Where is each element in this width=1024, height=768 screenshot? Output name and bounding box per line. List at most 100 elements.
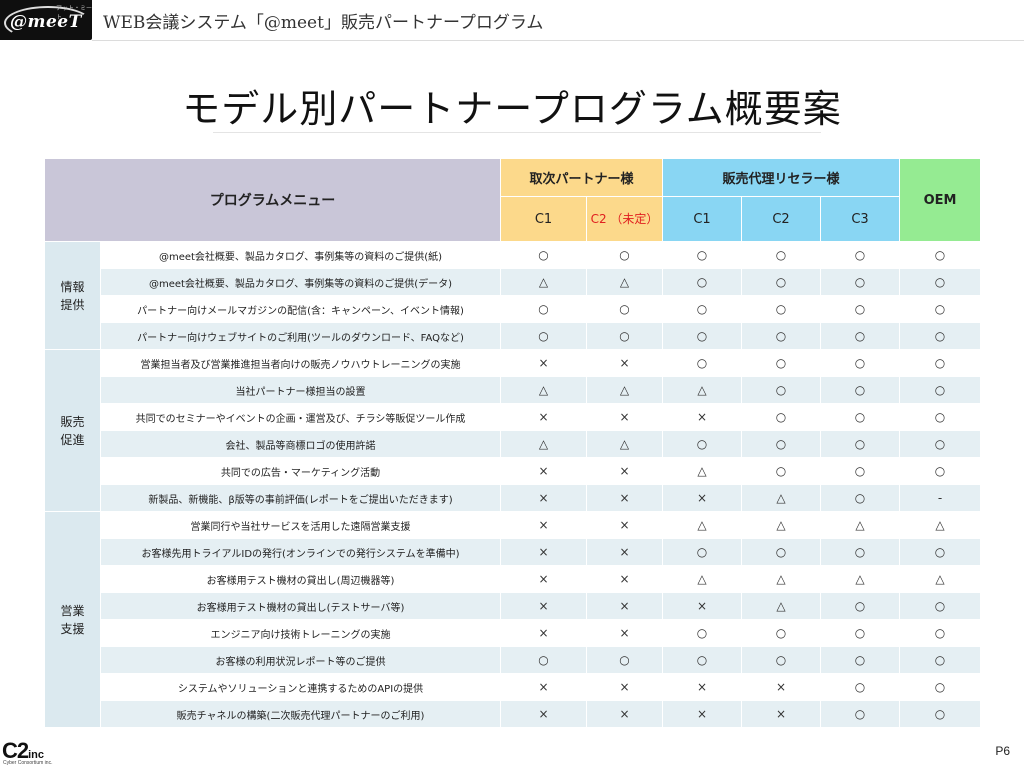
table-body: 情報 提供 @meet会社概要、製品カタログ、事例集等の資料のご提供(紙) ○ ○ ○ ○… bbox=[44, 241, 982, 728]
title-underline bbox=[213, 132, 821, 133]
table-row: 会社、製品等商標ロゴの使用許諾 △ △ ○ ○ ○ ○ bbox=[45, 430, 982, 458]
table-row: お客様用テスト機材の貸出し(周辺機器等) × × △ △ △ △ bbox=[45, 565, 982, 593]
availability-cell: × bbox=[500, 349, 587, 377]
menu-item-cell: 新製品、新機能、β版等の事前評価(レポートをご提出いただきます) bbox=[100, 484, 501, 512]
availability-cell: × bbox=[585, 484, 664, 512]
table-row: 当社パートナー様担当の設置 △ △ △ ○ ○ ○ bbox=[45, 376, 982, 404]
menu-item-cell: お客様の利用状況レポート等のご提供 bbox=[100, 646, 501, 674]
table-row: 情報 提供 @meet会社概要、製品カタログ、事例集等の資料のご提供(紙) ○ ○ ○ ○… bbox=[44, 241, 982, 350]
availability-cell: △ bbox=[662, 511, 743, 539]
availability-cell: △ bbox=[741, 484, 822, 512]
table-row: 新製品、新機能、β版等の事前評価(レポートをご提出いただきます) × × × △ ○ - bbox=[45, 484, 982, 512]
availability-cell: ○ bbox=[820, 322, 901, 350]
availability-cell: × bbox=[585, 538, 664, 566]
availability-cell: △ bbox=[662, 565, 743, 593]
availability-cell: △ bbox=[662, 376, 743, 404]
table-row: @meet会社概要、製品カタログ、事例集等の資料のご提供(データ) △ △ ○ ○ ○ ○ bbox=[45, 268, 982, 296]
availability-cell: ○ bbox=[899, 430, 982, 458]
table-row: エンジニア向け技術トレーニングの実施 × × ○ ○ ○ ○ bbox=[45, 619, 982, 647]
availability-cell: △ bbox=[662, 457, 743, 485]
page-title: モデル別パートナープログラム概要案 bbox=[182, 87, 842, 131]
sub-header-reseller-c2: C2 bbox=[741, 196, 822, 242]
availability-cell: ○ bbox=[662, 349, 743, 377]
availability-cell: ○ bbox=[820, 403, 901, 431]
availability-cell: △ bbox=[741, 511, 822, 539]
availability-cell: ○ bbox=[820, 538, 901, 566]
availability-cell: ○ bbox=[899, 700, 982, 728]
availability-cell: × bbox=[585, 565, 664, 593]
availability-cell: ○ bbox=[741, 349, 822, 377]
availability-cell: ○ bbox=[820, 457, 901, 485]
menu-item-cell: 営業担当者及び営業推進担当者向けの販売ノウハウトレーニングの実施 bbox=[100, 349, 501, 377]
page-number: P6 bbox=[995, 744, 1010, 758]
availability-cell: × bbox=[585, 592, 664, 620]
availability-cell: △ bbox=[820, 511, 901, 539]
availability-cell: × bbox=[500, 457, 587, 485]
availability-cell: ○ bbox=[741, 538, 822, 566]
company-subtitle: Cyber Consortium inc. bbox=[3, 760, 53, 766]
availability-cell: ○ bbox=[899, 349, 982, 377]
availability-cell: ○ bbox=[820, 592, 901, 620]
table-row: 販売チャネルの構築(二次販売代理パートナーのご利用) × × × × ○ ○ bbox=[45, 700, 982, 728]
company-logo-mark: C2 bbox=[2, 738, 29, 763]
availability-cell: × bbox=[500, 592, 587, 620]
sub-header-agent-c2: C2 （未定） bbox=[585, 196, 664, 242]
availability-cell: △ bbox=[820, 565, 901, 593]
availability-cell: × bbox=[585, 673, 664, 701]
availability-cell: △ bbox=[899, 511, 982, 539]
availability-cell: × bbox=[741, 673, 822, 701]
availability-cell: - bbox=[899, 484, 982, 512]
header-title: WEB会議システム「@meet」販売パートナープログラム bbox=[103, 13, 544, 33]
atmeet-logo: アット・ミート @meeT bbox=[0, 0, 92, 40]
availability-cell: △ bbox=[741, 592, 822, 620]
availability-cell: ○ bbox=[662, 538, 743, 566]
availability-cell: ○ bbox=[741, 295, 822, 323]
availability-cell: △ bbox=[741, 565, 822, 593]
availability-cell: ○ bbox=[662, 268, 743, 296]
group-reseller-header: 販売代理リセラー様 bbox=[662, 158, 901, 197]
availability-cell: × bbox=[500, 484, 587, 512]
availability-cell: ○ bbox=[741, 646, 822, 674]
availability-cell: ○ bbox=[899, 295, 982, 323]
availability-cell: △ bbox=[500, 268, 587, 296]
menu-item-cell: お客様用テスト機材の貸出し(テストサーバ等) bbox=[100, 592, 501, 620]
availability-cell: ○ bbox=[820, 430, 901, 458]
availability-cell: × bbox=[500, 700, 587, 728]
availability-cell: ○ bbox=[899, 592, 982, 620]
table-row: 販売 促進 営業担当者及び営業推進担当者向けの販売ノウハウトレーニングの実施 × × ○… bbox=[44, 349, 982, 512]
availability-cell: ○ bbox=[662, 241, 743, 269]
availability-cell: ○ bbox=[899, 673, 982, 701]
logo-swoosh bbox=[4, 6, 92, 40]
availability-cell: ○ bbox=[741, 376, 822, 404]
group-oem-header: OEM bbox=[899, 158, 982, 242]
availability-cell: × bbox=[741, 700, 822, 728]
availability-cell: ○ bbox=[820, 268, 901, 296]
availability-cell: ○ bbox=[899, 619, 982, 647]
menu-item-cell: @meet会社概要、製品カタログ、事例集等の資料のご提供(データ) bbox=[100, 268, 501, 296]
availability-cell: ○ bbox=[500, 646, 587, 674]
availability-cell: △ bbox=[500, 376, 587, 404]
availability-cell: ○ bbox=[899, 376, 982, 404]
availability-cell: × bbox=[662, 484, 743, 512]
availability-cell: △ bbox=[585, 268, 664, 296]
availability-cell: ○ bbox=[500, 322, 587, 350]
availability-cell: △ bbox=[585, 376, 664, 404]
sub-header-reseller-c3: C3 bbox=[820, 196, 901, 242]
availability-cell: ○ bbox=[741, 619, 822, 647]
logo-text: @meeT bbox=[10, 12, 82, 32]
availability-cell: ○ bbox=[899, 403, 982, 431]
menu-item-cell: 当社パートナー様担当の設置 bbox=[100, 376, 501, 404]
availability-cell: × bbox=[585, 403, 664, 431]
menu-item-cell: 会社、製品等商標ロゴの使用許諾 bbox=[100, 430, 501, 458]
menu-item-cell: 共同での広告・マーケティング活動 bbox=[100, 457, 501, 485]
availability-cell: ○ bbox=[585, 241, 664, 269]
availability-cell: ○ bbox=[899, 646, 982, 674]
menu-item-cell: お客様用テスト機材の貸出し(周辺機器等) bbox=[100, 565, 501, 593]
availability-cell: × bbox=[500, 511, 587, 539]
availability-cell: ○ bbox=[820, 349, 901, 377]
availability-cell: ○ bbox=[741, 268, 822, 296]
table-row: 共同での広告・マーケティング活動 × × △ ○ ○ ○ bbox=[45, 457, 982, 485]
availability-cell: × bbox=[500, 403, 587, 431]
table-row: パートナー向けウェブサイトのご利用(ツールのダウンロード、FAQなど) ○ ○ ○ ○ ○… bbox=[45, 322, 982, 350]
availability-cell: ○ bbox=[820, 241, 901, 269]
